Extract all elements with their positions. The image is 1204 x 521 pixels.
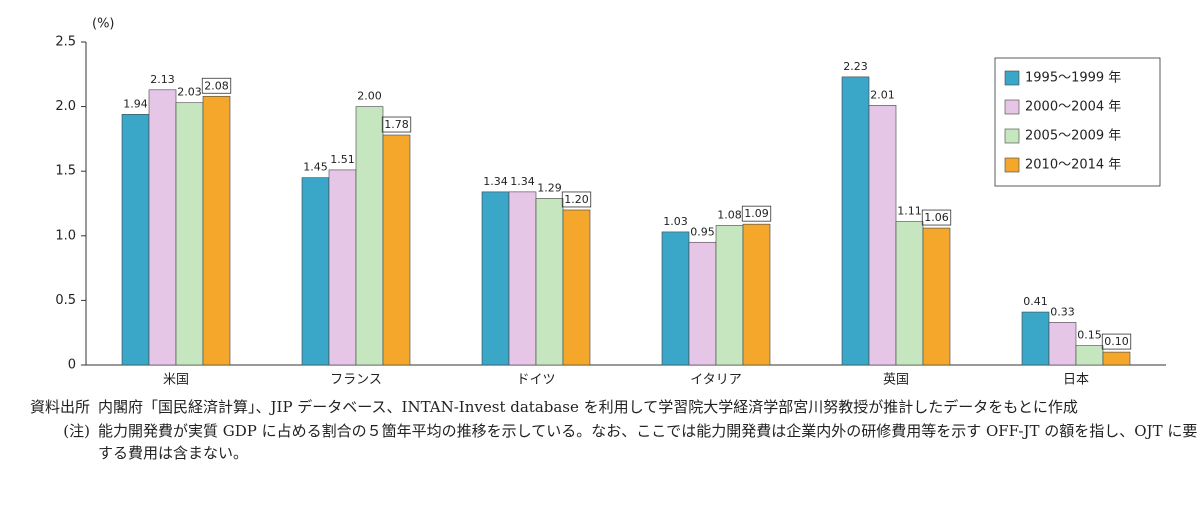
legend-swatch bbox=[1004, 99, 1020, 115]
bar bbox=[328, 169, 357, 366]
x-tick-label: 米国 bbox=[163, 373, 189, 388]
bar bbox=[148, 89, 177, 366]
bar bbox=[508, 191, 537, 366]
legend-label: 2010～2014 年 bbox=[1025, 158, 1121, 173]
value-label-box bbox=[381, 116, 412, 133]
value-label: 1.08 bbox=[717, 208, 742, 221]
note-text: 能力開発費が実質 GDP に占める割合の５箇年平均の推移を示している。なお、ここ… bbox=[98, 422, 1198, 462]
legend-swatch bbox=[1004, 70, 1020, 86]
bar bbox=[202, 95, 231, 366]
y-tick-label: 2.0 bbox=[55, 99, 76, 114]
bar bbox=[841, 76, 870, 366]
y-tick-label: 0 bbox=[68, 358, 76, 373]
value-label: 1.51 bbox=[330, 153, 355, 166]
value-label: 1.34 bbox=[483, 175, 508, 188]
value-label: 1.20 bbox=[564, 193, 589, 206]
value-label: 0.41 bbox=[1023, 295, 1048, 308]
legend-label: 2005～2009 年 bbox=[1025, 129, 1121, 144]
note-label: (注) bbox=[63, 422, 90, 440]
bar bbox=[382, 134, 411, 366]
value-label: 1.03 bbox=[663, 215, 688, 228]
x-tick-label: ドイツ bbox=[516, 373, 555, 388]
bar bbox=[1075, 345, 1104, 366]
bar bbox=[688, 241, 717, 366]
bar bbox=[1021, 311, 1050, 366]
value-label: 2.03 bbox=[177, 86, 202, 99]
value-label: 2.13 bbox=[150, 73, 175, 86]
chart: (%) 0 0.5 1.0 1.5 2.0 2.5 米国 1.942.132.03 2.08 フラ… bbox=[55, 17, 1166, 388]
y-tick-label: 2.5 bbox=[55, 35, 76, 50]
legend-swatch bbox=[1004, 128, 1020, 144]
bar bbox=[661, 231, 690, 366]
value-label: 1.29 bbox=[537, 181, 562, 194]
value-label: 2.01 bbox=[870, 88, 895, 101]
value-label-box bbox=[741, 205, 772, 222]
value-label: 1.78 bbox=[384, 118, 409, 131]
bar bbox=[535, 198, 564, 366]
bar bbox=[562, 209, 591, 366]
value-label: 0.95 bbox=[690, 225, 715, 238]
value-label: 2.23 bbox=[843, 60, 868, 73]
legend-box bbox=[994, 57, 1161, 187]
note-row: (注) 能力開発費が実質 GDP に占める割合の５箇年平均の推移を示している。なお… bbox=[0, 420, 1204, 464]
value-label: 1.06 bbox=[924, 211, 949, 224]
value-label: 1.45 bbox=[303, 161, 328, 174]
x-tick-label: 英国 bbox=[883, 373, 909, 388]
bar bbox=[355, 106, 384, 366]
value-label-box bbox=[921, 209, 952, 226]
bar bbox=[1048, 322, 1077, 366]
bar bbox=[895, 221, 924, 366]
value-label: 1.11 bbox=[897, 205, 922, 218]
bar bbox=[922, 227, 951, 366]
value-label-box bbox=[561, 191, 592, 208]
bar bbox=[868, 105, 897, 366]
source-row: 資料出所 内閣府「国民経済計算」、JIP データベース、INTAN-Invest … bbox=[0, 396, 1204, 418]
bar bbox=[301, 177, 330, 366]
y-tick-label: 1.5 bbox=[55, 164, 76, 179]
source-label: 資料出所 bbox=[29, 398, 90, 416]
value-label: 0.15 bbox=[1077, 329, 1102, 342]
x-tick-label: フランス bbox=[330, 373, 382, 388]
value-label: 1.34 bbox=[510, 175, 535, 188]
value-label: 1.09 bbox=[744, 207, 769, 220]
value-label: 0.33 bbox=[1050, 305, 1075, 318]
y-unit: (%) bbox=[92, 17, 115, 32]
value-label-box bbox=[1101, 333, 1132, 350]
legend-swatch bbox=[1004, 157, 1020, 173]
value-label: 2.00 bbox=[357, 90, 382, 103]
bar bbox=[715, 225, 744, 366]
x-tick-label: イタリア bbox=[690, 373, 741, 388]
bar bbox=[742, 223, 771, 366]
y-tick-label: 1.0 bbox=[55, 228, 76, 243]
legend-label: 1995～1999 年 bbox=[1025, 71, 1121, 86]
notes: 資料出所 内閣府「国民経済計算」、JIP データベース、INTAN-Invest … bbox=[0, 396, 1204, 466]
source-text: 内閣府「国民経済計算」、JIP データベース、INTAN-Invest data… bbox=[98, 398, 1078, 416]
bar bbox=[481, 191, 510, 366]
bar bbox=[121, 114, 150, 366]
value-label: 2.08 bbox=[204, 79, 229, 92]
x-tick-label: 日本 bbox=[1063, 373, 1089, 388]
y-tick-label: 0.5 bbox=[55, 293, 76, 308]
value-label-box bbox=[201, 77, 232, 94]
bar bbox=[175, 102, 204, 366]
value-label: 1.94 bbox=[123, 97, 148, 110]
legend-label: 2000～2004 年 bbox=[1025, 100, 1121, 115]
bar bbox=[1102, 351, 1131, 366]
value-label: 0.10 bbox=[1104, 335, 1129, 348]
